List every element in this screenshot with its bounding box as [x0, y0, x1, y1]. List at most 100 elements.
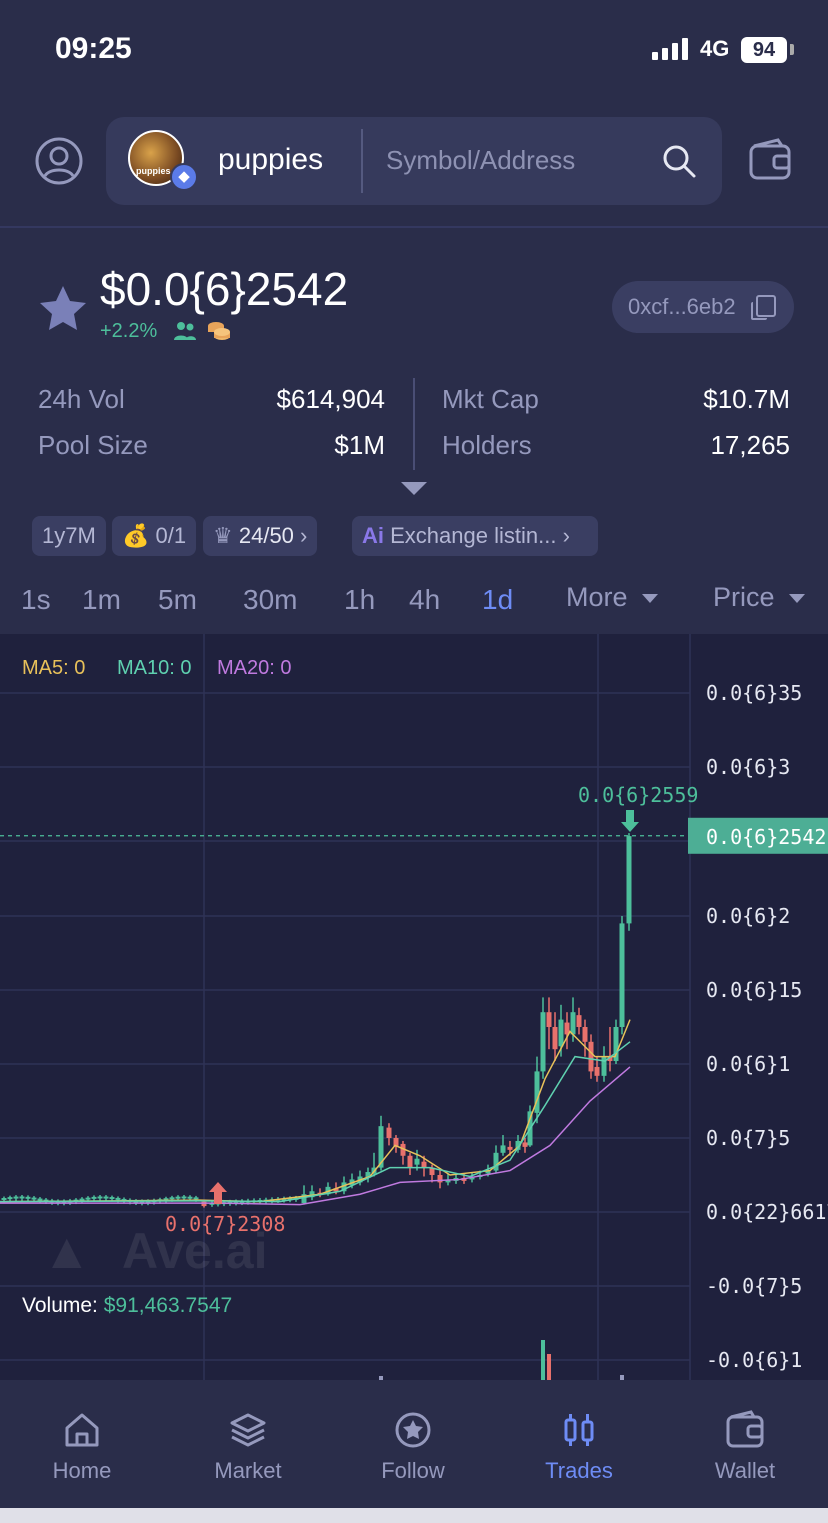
candles-icon — [564, 1414, 594, 1446]
ma10-name: MA10 — [117, 657, 170, 679]
ma20-line — [0, 1066, 631, 1206]
y-tick-label: 0.0{6}35 — [706, 681, 802, 705]
mcap-value: $10.7M — [703, 384, 790, 414]
low-price-marker: 0.0{7}2308 — [165, 1212, 285, 1236]
watermark-text: Ave.ai — [122, 1223, 268, 1279]
ma10-line — [0, 1041, 631, 1203]
tag-bag[interactable]: 💰 0/1 — [112, 516, 197, 556]
nav-trades-label: Trades — [545, 1458, 613, 1483]
search-input[interactable]: Symbol/Address — [386, 145, 576, 175]
candle-body — [607, 1056, 613, 1062]
crown-icon: ♛ — [213, 523, 233, 548]
wallet-icon — [726, 1410, 764, 1448]
tf-30m[interactable]: 30m — [243, 584, 298, 615]
price-chart[interactable]: 0.0{6}35 0.0{6}3 0.0{6}2 0.0{6}15 0.0{6}1 0.0… — [0, 634, 828, 1380]
nav-wallet-label: Wallet — [714, 1458, 776, 1483]
more-label: More — [566, 582, 628, 612]
contract-address: 0xcf...6eb2 — [628, 294, 736, 319]
vol-value: $614,904 — [276, 384, 385, 414]
nav-home[interactable]: Home — [12, 1380, 152, 1484]
search-bar[interactable]: puppies ◆ puppies Symbol/Address — [106, 117, 722, 205]
candle-body — [169, 1197, 175, 1200]
network-type: 4G — [700, 36, 730, 61]
top-bar: puppies ◆ puppies Symbol/Address — [0, 116, 828, 206]
candle-body — [507, 1146, 513, 1150]
candle-body — [79, 1198, 85, 1201]
candle-body — [281, 1198, 287, 1201]
favorite-star-icon[interactable] — [38, 284, 88, 337]
candle-body — [378, 1126, 384, 1168]
candle-body — [576, 1015, 582, 1027]
candle-body — [437, 1175, 443, 1183]
search-icon[interactable] — [661, 143, 697, 184]
tf-1s[interactable]: 1s — [21, 584, 51, 615]
high-arrow-icon — [621, 810, 639, 832]
tag-listing-value: Exchange listin... — [390, 523, 557, 548]
candle-body — [386, 1127, 392, 1138]
candle-body — [309, 1191, 315, 1198]
candle-body — [522, 1142, 528, 1147]
nav-trades[interactable]: Trades — [509, 1380, 649, 1484]
contract-address-button[interactable]: 0xcf...6eb2 — [612, 281, 794, 333]
wallet-header-icon[interactable] — [748, 138, 792, 182]
ma5-line — [0, 1019, 631, 1203]
layers-icon — [230, 1413, 266, 1447]
volume-bar — [379, 1376, 383, 1380]
candle-body — [333, 1188, 339, 1192]
profile-icon[interactable] — [34, 136, 84, 186]
tf-5m[interactable]: 5m — [158, 584, 197, 615]
ai-icon: Ai — [362, 523, 384, 548]
caret-down-icon — [788, 594, 805, 604]
candle-body — [534, 1071, 540, 1113]
tag-crown[interactable]: ♛ 24/50 › — [203, 516, 318, 556]
home-indicator — [0, 1508, 828, 1523]
nav-market[interactable]: Market — [178, 1380, 318, 1484]
tf-1h[interactable]: 1h — [344, 584, 376, 615]
battery-tip — [790, 44, 794, 55]
tf-1d[interactable]: 1d — [482, 584, 514, 615]
bottom-nav: Home Market Follow Trades Wallet — [0, 1380, 828, 1508]
price-dropdown[interactable]: Price — [713, 582, 805, 613]
candle-body — [109, 1197, 115, 1200]
nav-home-label: Home — [52, 1458, 112, 1483]
coins-icon — [206, 320, 232, 349]
price-change: +2.2% — [100, 320, 158, 342]
ma20-value: 0 — [280, 657, 292, 679]
holders-value: 17,265 — [710, 430, 790, 460]
candle-body — [493, 1152, 499, 1171]
nav-follow[interactable]: Follow — [343, 1380, 483, 1484]
candle-body — [546, 1012, 552, 1027]
y-tick-label: 0.0{6}15 — [706, 978, 802, 1002]
more-dropdown[interactable]: More — [566, 582, 658, 613]
volume-title: Volume: — [22, 1294, 98, 1317]
candle-body — [175, 1196, 181, 1199]
candle-body — [515, 1140, 521, 1150]
header-separator — [0, 226, 828, 228]
caret-down-icon — [641, 594, 658, 604]
nav-wallet[interactable]: Wallet — [675, 1380, 815, 1484]
price-label: Price — [713, 582, 775, 612]
token-avatar: puppies — [128, 130, 184, 186]
ma5-name: MA5 — [22, 657, 64, 679]
expand-stats-icon[interactable] — [401, 482, 427, 495]
candle-body — [407, 1155, 413, 1168]
tag-listing[interactable]: Ai Exchange listin... › — [352, 516, 598, 556]
pool-label: Pool Size — [38, 430, 148, 460]
volume-value: $91,463.7547 — [103, 1294, 233, 1317]
candle-body — [601, 1056, 607, 1076]
mcap-label: Mkt Cap — [442, 384, 539, 414]
candle-body — [325, 1186, 331, 1195]
ma5-label: MA5: 0 — [22, 657, 86, 679]
candle-body — [91, 1196, 97, 1199]
candle-body — [85, 1197, 91, 1200]
candle-body — [341, 1182, 347, 1192]
candle-body — [19, 1196, 25, 1199]
tag-age[interactable]: 1y7M — [32, 516, 106, 556]
tf-4h[interactable]: 4h — [409, 584, 441, 615]
tf-1m[interactable]: 1m — [82, 584, 121, 615]
candle-body — [301, 1194, 307, 1204]
candle-body — [193, 1197, 199, 1200]
search-divider — [361, 129, 363, 193]
candle-body — [103, 1196, 109, 1199]
candle-body — [31, 1197, 37, 1200]
